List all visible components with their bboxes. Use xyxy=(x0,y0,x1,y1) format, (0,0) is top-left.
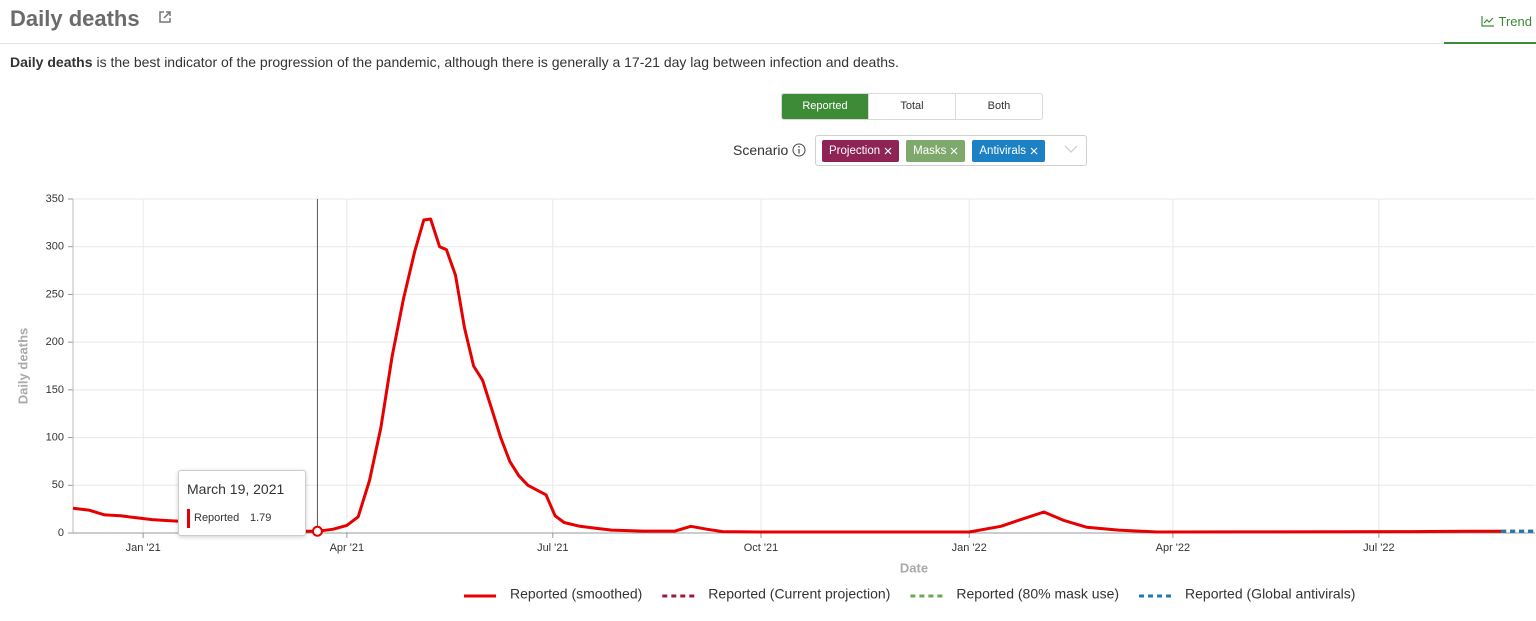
info-icon[interactable] xyxy=(792,143,806,157)
y-tick-label: 0 xyxy=(58,527,64,539)
tooltip: March 19, 2021 Reported 1.79 xyxy=(178,470,306,536)
tooltip-swatch xyxy=(187,509,190,528)
toggle-button[interactable]: Reported xyxy=(782,94,868,119)
x-tick-label: Oct '21 xyxy=(744,542,779,554)
x-tick-label: Jan '21 xyxy=(126,542,161,554)
tab-label: Trend xyxy=(1498,13,1532,29)
scenario-chip[interactable]: Projection xyxy=(822,139,900,162)
tooltip-title: March 19, 2021 xyxy=(187,481,285,497)
legend-label: Reported (80% mask use) xyxy=(956,586,1119,602)
y-tick-label: 300 xyxy=(46,241,64,253)
y-tick-label: 350 xyxy=(46,193,64,205)
dropdown-caret[interactable] xyxy=(1064,144,1078,154)
description-bold: Daily deaths xyxy=(10,54,93,70)
chip-label: Projection xyxy=(829,144,881,157)
x-tick-label: Apr '22 xyxy=(1156,542,1191,554)
y-tick-label: 200 xyxy=(46,336,64,348)
scenario-select[interactable]: Projection Masks Antivirals xyxy=(815,135,1087,166)
page-title: Daily deaths xyxy=(10,6,140,31)
y-axis-title: Daily deaths xyxy=(15,328,30,405)
x-tick-label: Jul '22 xyxy=(1363,542,1394,554)
trend-tab[interactable]: Trend xyxy=(1444,0,1536,44)
chip-remove[interactable] xyxy=(950,147,958,155)
legend-label: Reported (smoothed) xyxy=(510,586,642,602)
x-tick-label: Apr '21 xyxy=(330,542,365,554)
y-tick-label: 100 xyxy=(46,431,64,443)
toggle-button[interactable]: Both xyxy=(955,94,1042,119)
header: Daily deaths Trend xyxy=(0,0,1536,44)
chip-remove[interactable] xyxy=(1030,147,1038,155)
tooltip-value: 1.79 xyxy=(250,512,272,524)
legend-label: Reported (Current projection) xyxy=(708,586,890,602)
legend-label: Reported (Global antivirals) xyxy=(1185,586,1355,602)
scenario-chip[interactable]: Antivirals xyxy=(972,139,1046,162)
y-tick-label: 50 xyxy=(52,479,64,491)
description-text: is the best indicator of the progression… xyxy=(96,54,899,70)
chip-label: Masks xyxy=(913,144,947,157)
y-tick-label: 150 xyxy=(46,384,64,396)
hover-point xyxy=(311,525,323,537)
scenario-chip[interactable]: Masks xyxy=(906,139,966,162)
chip-label: Antivirals xyxy=(979,144,1027,157)
y-tick-label: 250 xyxy=(46,288,64,300)
x-tick-label: Jul '21 xyxy=(537,542,568,554)
view-toggle: Reported Total Both xyxy=(781,93,1043,120)
scenario-label: Scenario xyxy=(733,142,789,158)
toggle-button[interactable]: Total xyxy=(868,94,955,119)
trend-icon xyxy=(1480,16,1494,27)
x-tick-label: Jan '22 xyxy=(952,542,987,554)
x-axis-title: Date xyxy=(900,560,928,575)
description: Daily deaths is the best indicator of the… xyxy=(10,54,899,70)
chip-remove[interactable] xyxy=(884,147,892,155)
external-link-icon[interactable] xyxy=(158,10,172,24)
tooltip-series: Reported xyxy=(194,512,240,524)
